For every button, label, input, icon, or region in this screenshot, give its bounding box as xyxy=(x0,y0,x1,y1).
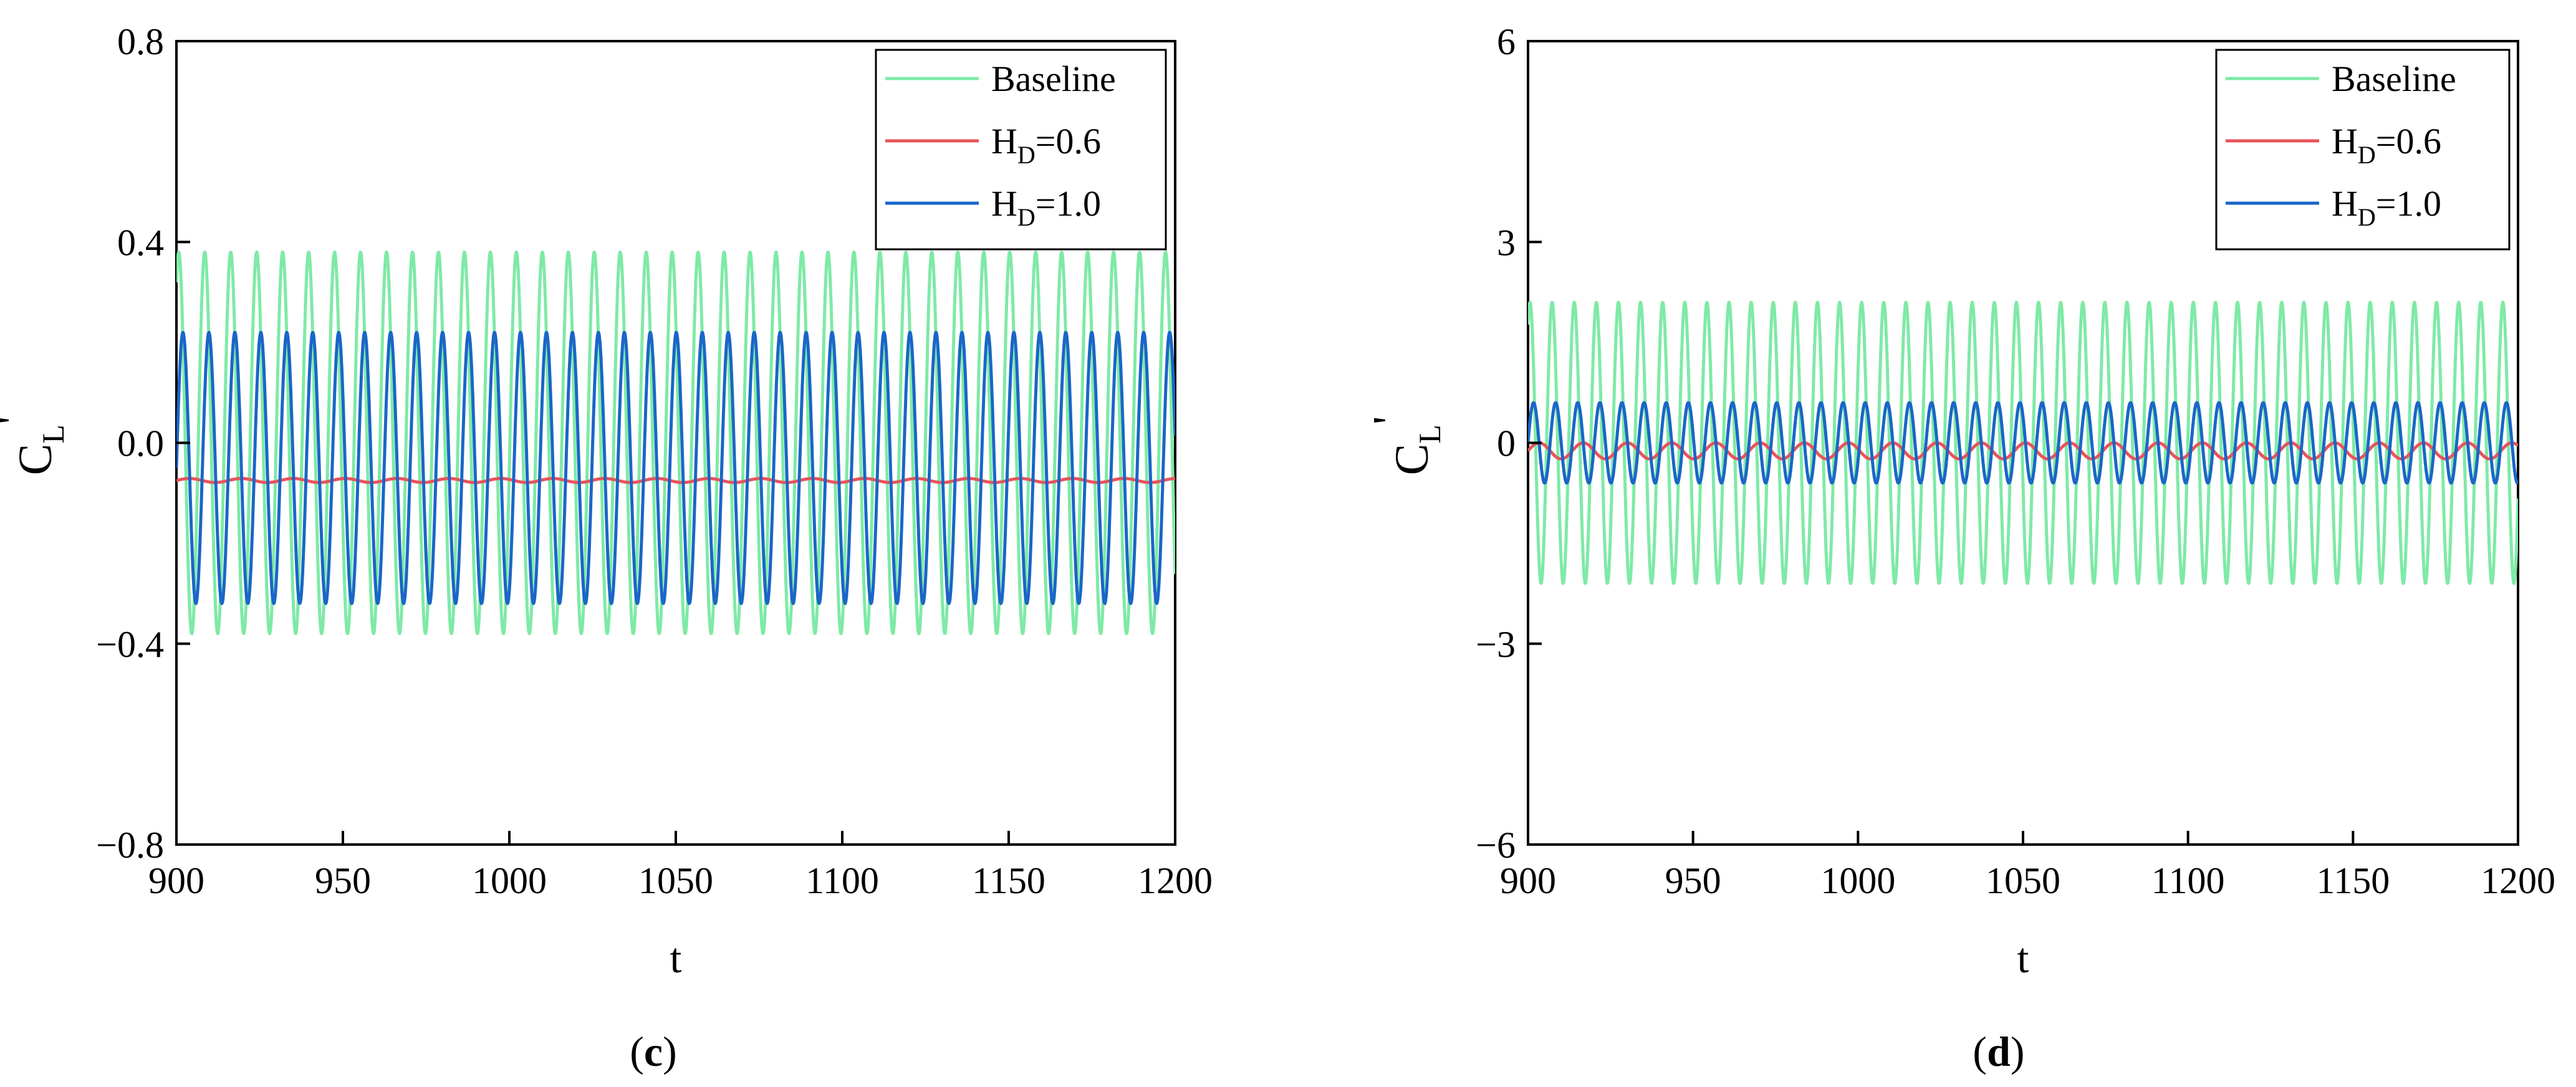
x-tick-label: 1000 xyxy=(1820,860,1895,901)
series-layer xyxy=(176,250,1175,636)
x-tick-label: 1150 xyxy=(972,860,1045,901)
ticks-layer: 900 950 1000 1050 1100 1150 1200 −0.8 −0.4 0.0 0.4… xyxy=(96,21,1213,901)
x-axis-title: t xyxy=(2017,934,2029,982)
y-tick-label: −0.4 xyxy=(96,624,164,665)
x-tick-label: 1100 xyxy=(2151,860,2225,901)
x-tick-label: 1050 xyxy=(638,860,713,901)
y-tick-label: 0.8 xyxy=(117,21,164,62)
x-tick-label: 900 xyxy=(1500,860,1556,901)
y-tick-label: −6 xyxy=(1476,825,1516,866)
y-tick-label: 3 xyxy=(1497,222,1516,263)
x-tick-label: 1100 xyxy=(805,860,879,901)
series-line-hd06 xyxy=(176,477,1175,484)
series-line-baseline xyxy=(176,250,1175,636)
x-tick-label: 950 xyxy=(315,860,371,901)
y-tick-label: 0.4 xyxy=(117,222,164,263)
panel-d: 900 950 1000 1050 1100 1150 1200 −6 −3 0 3 6 Baseli… xyxy=(1363,21,2555,1075)
legend-label-hd10: HD=1.0 xyxy=(991,183,1101,231)
legend-box xyxy=(875,49,1167,251)
legend: Baseline HD=0.6 HD=1.0 xyxy=(2215,49,2511,251)
x-tick-label: 1200 xyxy=(2481,860,2555,901)
x-tick-label: 950 xyxy=(1665,860,1721,901)
series-line-baseline xyxy=(1528,300,2518,585)
legend: Baseline HD=0.6 HD=1.0 xyxy=(875,49,1167,251)
x-tick-label: 1050 xyxy=(1986,860,2060,901)
ticks-layer: 900 950 1000 1050 1100 1150 1200 −6 −3 0 3 6 xyxy=(1476,21,2555,901)
y-axis-title: CL' xyxy=(1363,416,1447,476)
series-line-hd10 xyxy=(176,330,1175,605)
x-tick-label: 1200 xyxy=(1138,860,1213,901)
x-tick-label: 1150 xyxy=(2316,860,2390,901)
panel-caption-d: (d) xyxy=(1973,1028,2024,1075)
legend-label-hd10: HD=1.0 xyxy=(2332,183,2441,231)
y-tick-label: −0.8 xyxy=(96,825,164,866)
legend-label-hd06: HD=0.6 xyxy=(991,121,1101,169)
x-tick-label: 1000 xyxy=(472,860,547,901)
legend-label-hd06: HD=0.6 xyxy=(2332,121,2441,169)
x-tick-label: 900 xyxy=(148,860,204,901)
series-layer xyxy=(1528,300,2518,585)
legend-label-baseline: Baseline xyxy=(2332,59,2456,99)
legend-box xyxy=(2215,49,2511,251)
series-line-hd06 xyxy=(1528,441,2518,461)
y-tick-label: 0.0 xyxy=(117,423,164,464)
y-axis-title: CL' xyxy=(0,416,70,476)
x-axis-title: t xyxy=(670,934,682,982)
series-line-hd10 xyxy=(1528,401,2518,485)
y-tick-label: 0 xyxy=(1497,423,1516,464)
legend-label-baseline: Baseline xyxy=(991,59,1116,99)
y-tick-label: −3 xyxy=(1476,624,1516,665)
panel-c: 900 950 1000 1050 1100 1150 1200 −0.8 −0.4 0.0 0.4… xyxy=(0,21,1213,1075)
y-tick-label: 6 xyxy=(1497,21,1516,62)
panel-caption-c: (c) xyxy=(630,1028,677,1075)
